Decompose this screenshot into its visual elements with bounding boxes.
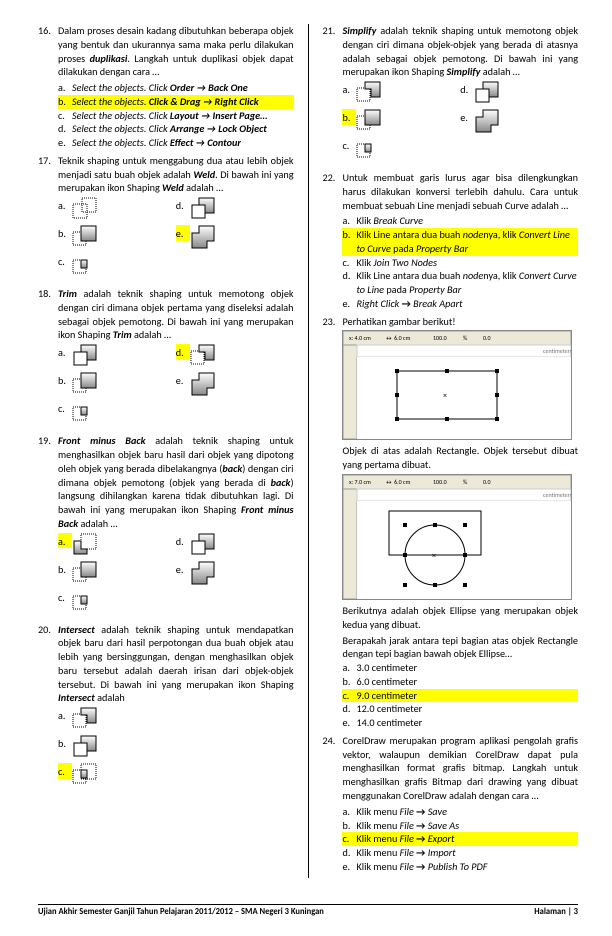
shape-icon	[474, 81, 500, 105]
q23-ask: Berapakah jarak antara tepi bagian atas …	[342, 634, 578, 662]
svg-text:x: 4.0 cm: x: 4.0 cm	[349, 334, 371, 342]
shape-icon	[72, 253, 98, 277]
q16-e: Select the objects. Click Effect Contour	[72, 136, 294, 150]
shape-icon	[190, 197, 216, 221]
shape-icon	[72, 707, 98, 731]
shape-icon	[72, 372, 98, 396]
screenshot-ellipse: x: 7.0 cm ↔ 6.0 cm 100.0% 0.0 × centimeters	[342, 474, 572, 600]
svg-text:100.0: 100.0	[433, 478, 447, 486]
svg-text:%: %	[463, 334, 468, 342]
q-text: Dalam proses desain kadang dibutuhkan be…	[58, 24, 294, 79]
q21-icons: a. d. b. e. c.	[342, 81, 578, 165]
simplify-icon	[356, 109, 382, 133]
shape-icon	[72, 344, 98, 368]
q16: 16. Dalam proses desain kadang dibutuhka…	[38, 24, 294, 79]
q16-b: Select the objects. Click & Drag Right C…	[72, 95, 294, 109]
q17-icons: a. d. b. e. c.	[58, 197, 294, 281]
svg-text:100.0: 100.0	[433, 334, 447, 342]
q19: 19. Front minus Back adalah teknik shapi…	[38, 434, 294, 530]
svg-text:0.0: 0.0	[483, 478, 491, 486]
svg-text:↔ 6.0 cm: ↔ 6.0 cm	[385, 478, 411, 486]
columns: 16. Dalam proses desain kadang dibutuhka…	[38, 24, 578, 878]
q16-c: Select the objects. Click Layout Insert …	[72, 109, 294, 123]
shape-icon	[356, 81, 382, 105]
footer-right: Halaman | 3	[534, 907, 578, 918]
left-column: 16. Dalam proses desain kadang dibutuhka…	[38, 24, 294, 878]
screenshot-rectangle: x: 4.0 cm ↔ 6.0 cm 100.0% 0.0 × centimeters	[342, 330, 572, 440]
q19-icons: a. d. b. e. c.	[58, 533, 294, 617]
q24: 24. CorelDraw merupakan program aplikasi…	[322, 734, 578, 803]
shape-icon	[72, 225, 98, 249]
q16-options: a.Select the objects. Click Order Back O…	[58, 81, 294, 150]
shape-icon	[72, 400, 98, 424]
q16-a: Select the objects. Click Order Back One	[72, 81, 294, 95]
q22: 22. Untuk membuat garis lurus agar bisa …	[322, 171, 578, 212]
shape-icon	[72, 735, 98, 759]
footer: Ujian Akhir Semester Ganjil Tahun Pelaja…	[38, 904, 578, 918]
q20: 20. Intersect adalah teknik shaping untu…	[38, 623, 294, 706]
svg-text:x: 7.0 cm: x: 7.0 cm	[349, 478, 371, 486]
shape-icon	[356, 137, 382, 161]
shape-icon	[190, 561, 216, 585]
q23-mid2: Berikutnya adalah objek Ellipse yang mer…	[342, 604, 578, 632]
right-column: 21. Simplify adalah teknik shaping untuk…	[322, 24, 578, 878]
q18: 18. Trim adalah teknik shaping untuk mem…	[38, 287, 294, 342]
q17: 17. Teknik shaping untuk menggabung dua …	[38, 154, 294, 195]
trim-icon	[190, 344, 216, 368]
fmb-icon	[72, 533, 98, 557]
svg-text:centimeters: centimeters	[543, 347, 571, 355]
column-divider	[308, 24, 309, 878]
svg-text:×: ×	[443, 391, 447, 401]
svg-text:×: ×	[432, 551, 436, 561]
q23-mid1: Objek di atas adalah Rectangle. Objek te…	[342, 444, 578, 472]
q22-options: a.Klik Break Curve b.Klik Line antara du…	[342, 214, 578, 310]
q21: 21. Simplify adalah teknik shaping untuk…	[322, 24, 578, 79]
q-number: 16.	[38, 24, 58, 79]
intersect-icon	[72, 763, 98, 787]
shape-icon	[190, 225, 216, 249]
shape-icon	[190, 533, 216, 557]
svg-text:↔ 6.0 cm: ↔ 6.0 cm	[385, 334, 411, 342]
shape-icon	[474, 109, 500, 133]
q24-options: a.Klik menu File Save b.Klik menu File S…	[342, 805, 578, 874]
shape-icon	[190, 372, 216, 396]
page: 16. Dalam proses desain kadang dibutuhka…	[0, 0, 612, 936]
weld-icon	[72, 197, 98, 221]
footer-left: Ujian Akhir Semester Ganjil Tahun Pelaja…	[38, 907, 324, 918]
q23-options: a.3.0 centimeter b.6.0 centimeter c.9.0 …	[342, 661, 578, 730]
svg-text:0.0: 0.0	[483, 334, 491, 342]
svg-text:centimeters: centimeters	[543, 491, 571, 499]
q20-icons: a. b. c.	[58, 707, 294, 791]
shape-icon	[72, 561, 98, 585]
q16-d: Select the objects. Click Arrange Lock O…	[72, 122, 294, 136]
shape-icon	[72, 589, 98, 613]
svg-text:%: %	[463, 478, 468, 486]
q23: 23. Perhatikan gambar berikut!	[322, 315, 578, 329]
q18-icons: a. d. b. e. c.	[58, 344, 294, 428]
